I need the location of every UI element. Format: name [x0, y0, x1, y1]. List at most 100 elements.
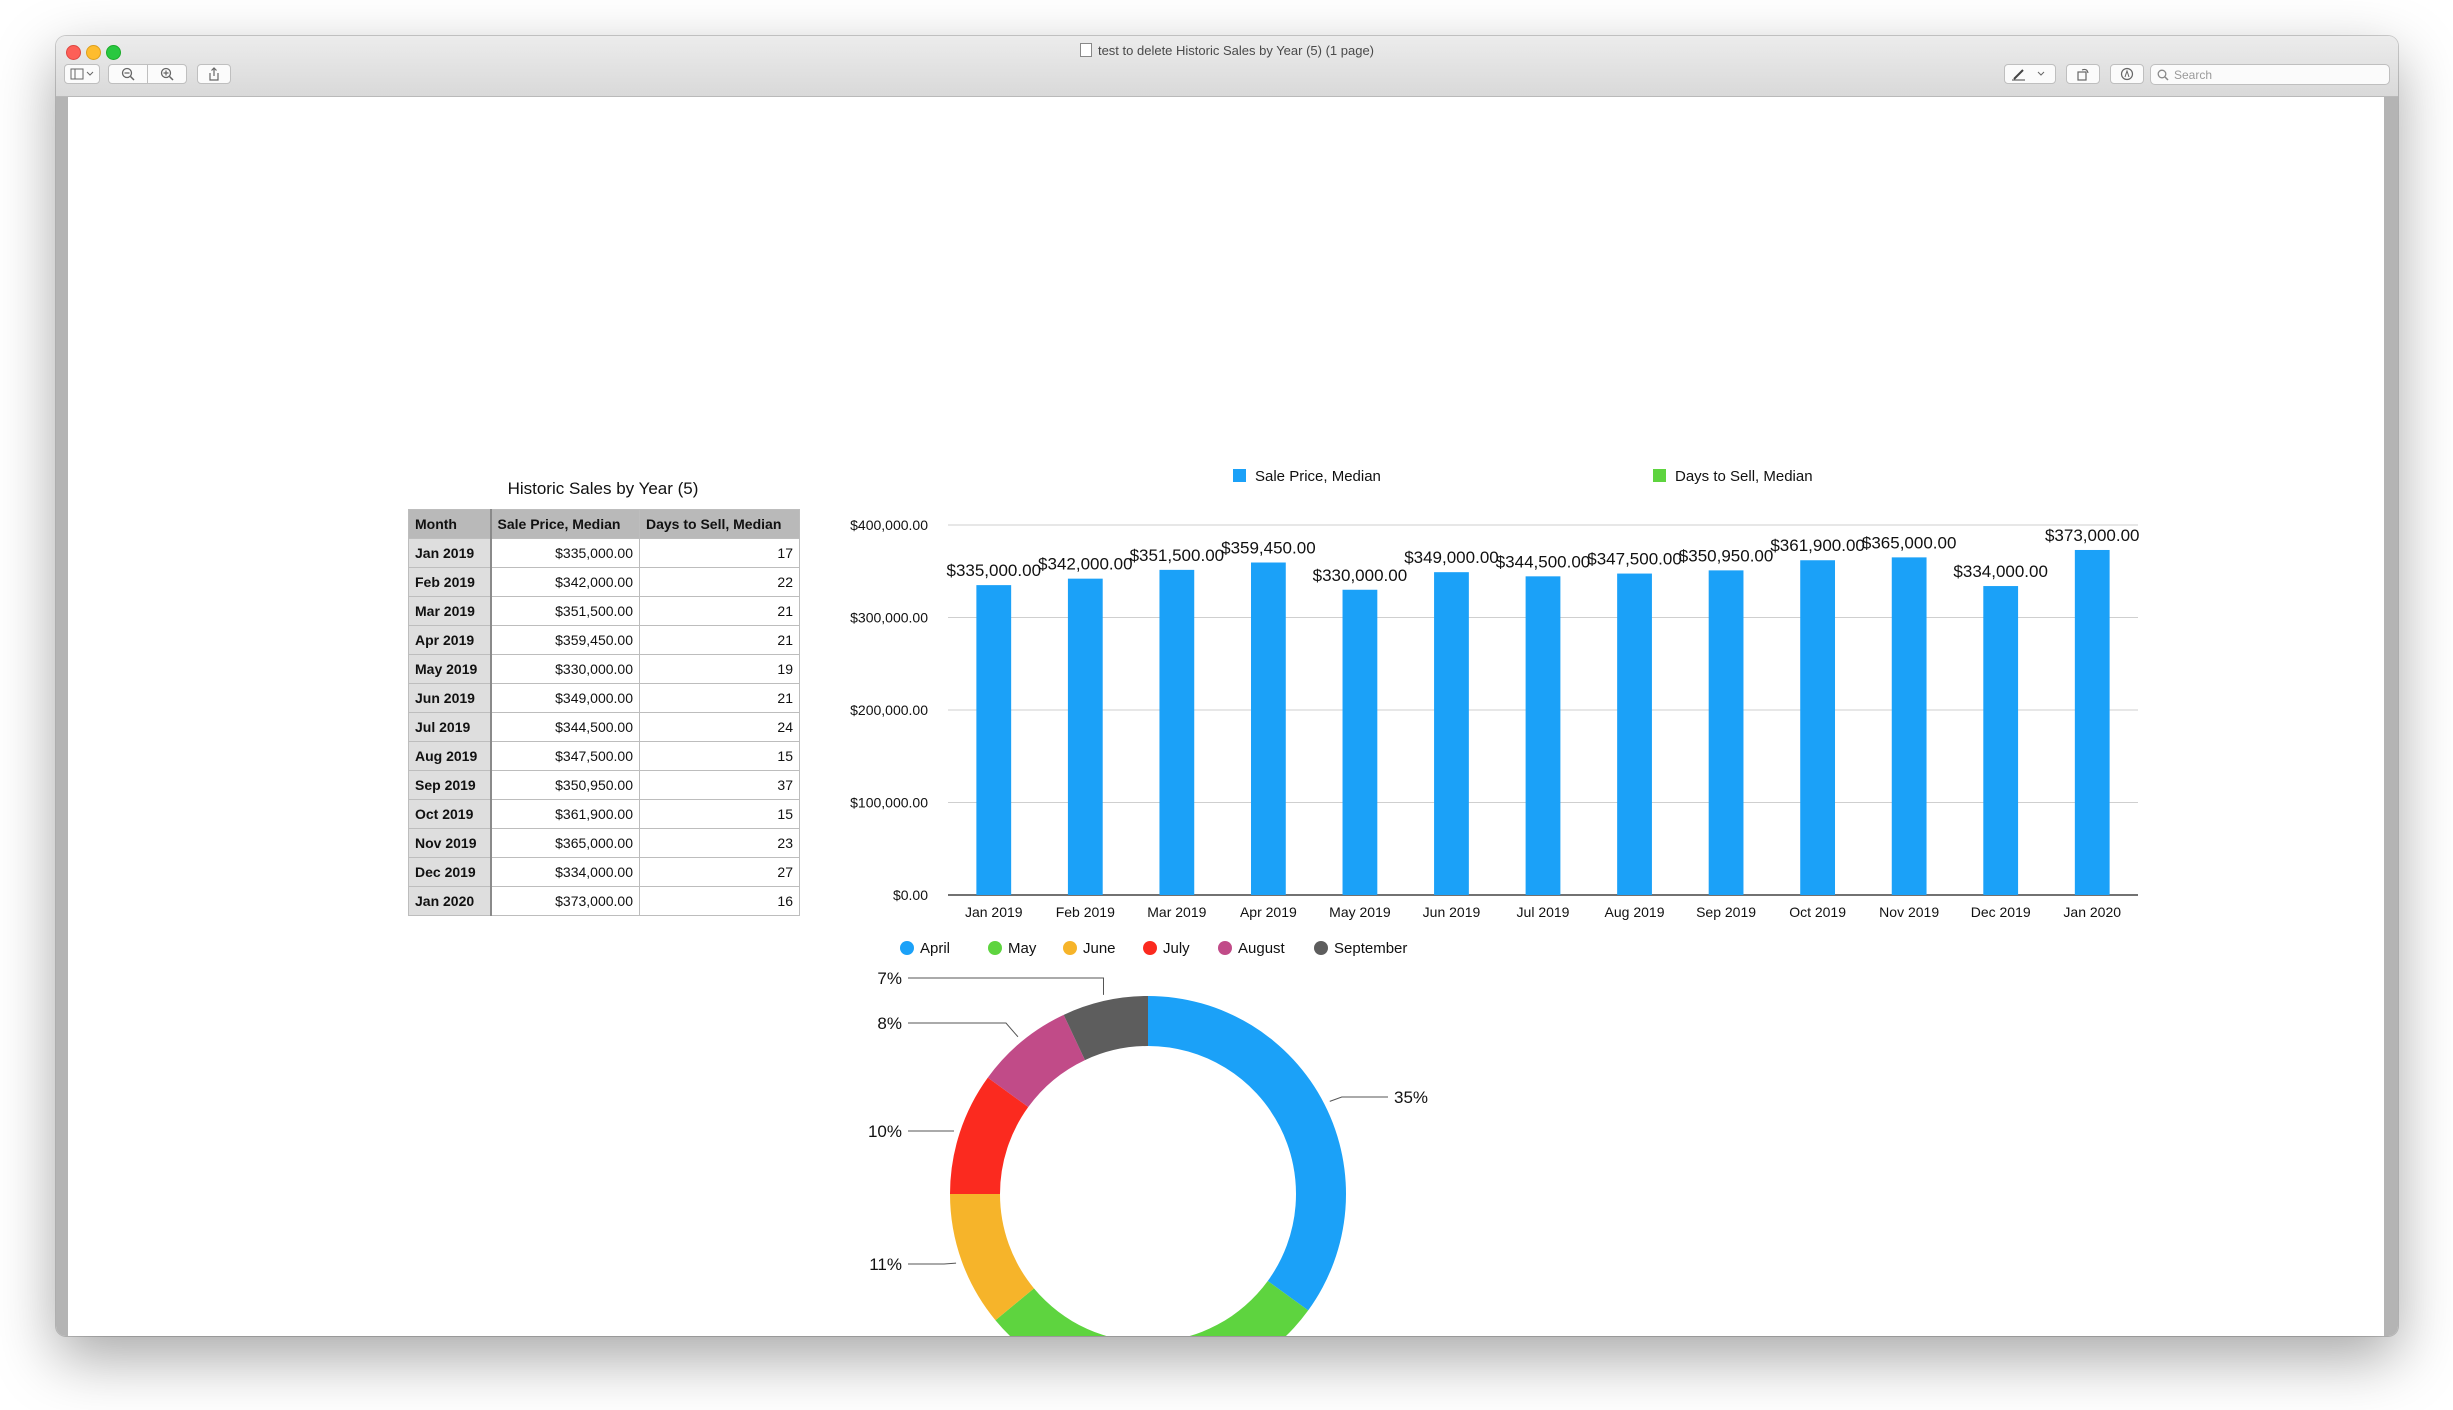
- y-tick-label: $400,000.00: [850, 517, 928, 533]
- title-bar: test to delete Historic Sales by Year (5…: [56, 36, 2398, 97]
- row-month: Jan 2019: [408, 538, 492, 568]
- search-icon: [2157, 69, 2169, 81]
- legend-label: July: [1163, 940, 1190, 957]
- legend-label: August: [1238, 940, 1286, 957]
- legend-label: May: [1008, 940, 1037, 957]
- x-tick-label: Apr 2019: [1240, 904, 1297, 920]
- table-row: Sep 2019 $350,950.00 37: [408, 770, 800, 800]
- markup-toolbar-button[interactable]: [2110, 64, 2144, 84]
- bar-value-label: $359,450.00: [1221, 539, 1316, 558]
- table-row: Jun 2019 $349,000.00 21: [408, 683, 800, 713]
- table-title: Historic Sales by Year (5): [507, 479, 699, 498]
- zoom-out-button[interactable]: [108, 64, 148, 84]
- rotate-icon: [2077, 68, 2089, 81]
- rotate-button[interactable]: [2066, 64, 2100, 84]
- table-row: Jan 2020 $373,000.00 16: [408, 886, 800, 916]
- markup-pen-button[interactable]: [2004, 64, 2056, 84]
- x-tick-label: Jan 2019: [965, 904, 1023, 920]
- y-tick-label: $300,000.00: [850, 610, 928, 626]
- bar: [976, 585, 1012, 895]
- x-tick-label: Feb 2019: [1056, 904, 1115, 920]
- table-row: Oct 2019 $361,900.00 15: [408, 799, 800, 829]
- legend-label: April: [920, 940, 950, 957]
- bar-chart: Sale Price, Median Days to Sell, Median $0…: [850, 468, 2140, 920]
- slice-label: 7%: [877, 969, 902, 988]
- bar: [1250, 562, 1286, 895]
- bar: [1983, 586, 2019, 895]
- bar: [1891, 557, 1927, 895]
- table-row: Apr 2019 $359,450.00 21: [408, 625, 800, 655]
- bar: [1617, 573, 1652, 895]
- y-tick-label: $100,000.00: [850, 795, 928, 811]
- bar-value-label: $373,000.00: [2045, 526, 2140, 545]
- row-month: Oct 2019: [408, 799, 492, 829]
- share-button[interactable]: [197, 64, 231, 84]
- row-month: Apr 2019: [408, 625, 492, 655]
- row-days-to-sell: 16: [639, 886, 800, 916]
- row-sale-price: $347,500.00: [490, 741, 640, 771]
- slice-label: 35%: [1394, 1088, 1428, 1107]
- row-sale-price: $330,000.00: [490, 654, 640, 684]
- legend-dot: [1314, 941, 1328, 955]
- table-row: Nov 2019 $365,000.00 23: [408, 828, 800, 858]
- markup-circle-icon: [2120, 67, 2134, 81]
- bar-value-label: $335,000.00: [946, 561, 1041, 580]
- minimize-window-button[interactable]: [86, 45, 101, 60]
- row-sale-price: $365,000.00: [490, 828, 640, 858]
- search-placeholder: Search: [2174, 67, 2213, 82]
- leader-line: [908, 1262, 957, 1265]
- x-tick-label: Aug 2019: [1605, 904, 1665, 920]
- x-tick-label: Mar 2019: [1147, 904, 1206, 920]
- legend-label: June: [1083, 940, 1116, 957]
- legend-dot: [988, 941, 1002, 955]
- legend-label: Days to Sell, Median: [1675, 468, 1813, 485]
- row-sale-price: $342,000.00: [490, 567, 640, 597]
- table-row: Mar 2019 $351,500.00 21: [408, 596, 800, 626]
- legend-label: September: [1334, 940, 1407, 957]
- close-window-button[interactable]: [66, 45, 81, 60]
- header-month: Month: [408, 509, 492, 539]
- header-sale-price: Sale Price, Median: [490, 509, 640, 539]
- x-tick-label: Jul 2019: [1517, 904, 1570, 920]
- row-month: Dec 2019: [408, 857, 492, 887]
- leader-line: [1329, 1096, 1388, 1102]
- slice-label: 11%: [869, 1255, 902, 1274]
- sales-table: Month Sale Price, Median Days to Sell, M…: [408, 509, 800, 916]
- row-month: Aug 2019: [408, 741, 492, 771]
- bar: [2074, 549, 2110, 895]
- legend-swatch: [1233, 469, 1246, 482]
- bar-value-label: $361,900.00: [1770, 536, 1865, 555]
- legend-dot: [1063, 941, 1077, 955]
- document-icon: [1079, 43, 1092, 57]
- window-title: test to delete Historic Sales by Year (5…: [1097, 43, 1375, 58]
- document-view[interactable]: Historic Sales by Year (5) Month Sale Pr…: [56, 97, 2398, 1336]
- table-row: Feb 2019 $342,000.00 22: [408, 567, 800, 597]
- zoom-in-icon: [160, 67, 174, 81]
- bar: [1067, 578, 1103, 895]
- table-row: Jul 2019 $344,500.00 24: [408, 712, 800, 742]
- bar: [1434, 572, 1469, 895]
- row-days-to-sell: 21: [639, 683, 800, 713]
- donut-slice: [950, 1077, 1029, 1194]
- zoom-window-button[interactable]: [106, 45, 121, 60]
- row-sale-price: $335,000.00: [490, 538, 640, 568]
- legend-label: Sale Price, Median: [1255, 468, 1381, 485]
- sidebar-toggle-button[interactable]: [64, 64, 100, 84]
- row-month: Jan 2020: [408, 886, 492, 916]
- x-tick-label: Jun 2019: [1423, 904, 1481, 920]
- bar: [1708, 570, 1744, 895]
- share-icon: [209, 67, 219, 81]
- leader-line: [908, 977, 1104, 995]
- search-input[interactable]: Search: [2150, 64, 2390, 85]
- legend-dot: [1218, 941, 1232, 955]
- row-sale-price: $344,500.00: [490, 712, 640, 742]
- table-row: Dec 2019 $334,000.00 27: [408, 857, 800, 887]
- bar-value-label: $350,950.00: [1679, 546, 1774, 565]
- document-page: Historic Sales by Year (5) Month Sale Pr…: [68, 97, 2384, 1336]
- zoom-in-button[interactable]: [147, 64, 187, 84]
- row-month: Sep 2019: [408, 770, 492, 800]
- bar-value-label: $334,000.00: [1953, 562, 2048, 581]
- bar-value-label: $342,000.00: [1038, 555, 1133, 574]
- donut-slice: [987, 1014, 1085, 1108]
- donut-slice: [950, 1194, 1034, 1321]
